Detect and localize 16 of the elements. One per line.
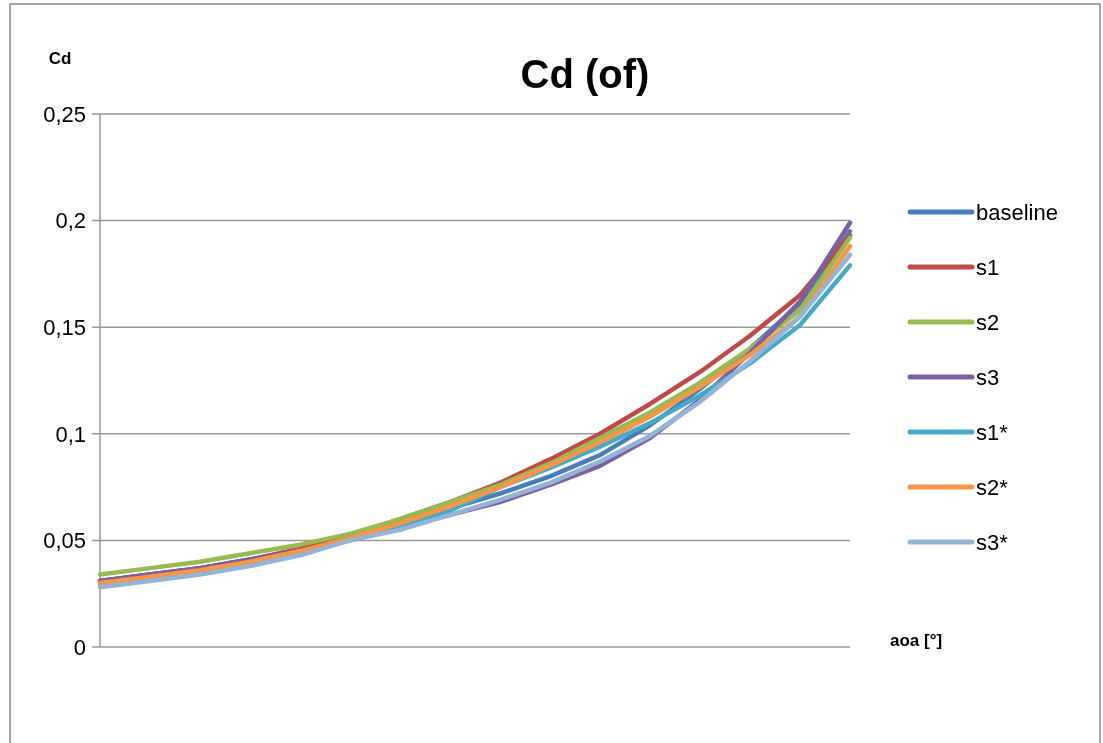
legend-label: s1 — [976, 254, 1000, 280]
y-tick-label: 0,25 — [43, 101, 86, 127]
legend-label: s3 — [976, 364, 1000, 390]
legend-label: s3* — [976, 529, 1009, 555]
x-axis-title: aoa [°] — [890, 631, 943, 650]
chart-title: Cd (of) — [520, 52, 650, 96]
legend-label: baseline — [976, 199, 1058, 225]
legend-label: s2* — [976, 474, 1009, 500]
legend-label: s1* — [976, 419, 1009, 445]
y-tick-label: 0,05 — [43, 528, 86, 554]
y-tick-label: 0,1 — [55, 421, 86, 447]
y-tick-label: 0,15 — [43, 314, 86, 340]
y-axis-title: Cd — [48, 49, 72, 68]
legend-label: s2 — [976, 309, 1000, 335]
y-tick-label: 0,2 — [55, 208, 86, 234]
y-tick-label: 0 — [73, 634, 86, 660]
